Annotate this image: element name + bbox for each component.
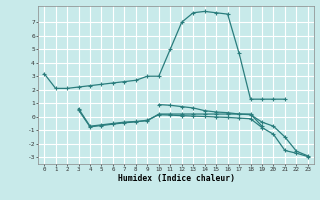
X-axis label: Humidex (Indice chaleur): Humidex (Indice chaleur) [117, 174, 235, 183]
